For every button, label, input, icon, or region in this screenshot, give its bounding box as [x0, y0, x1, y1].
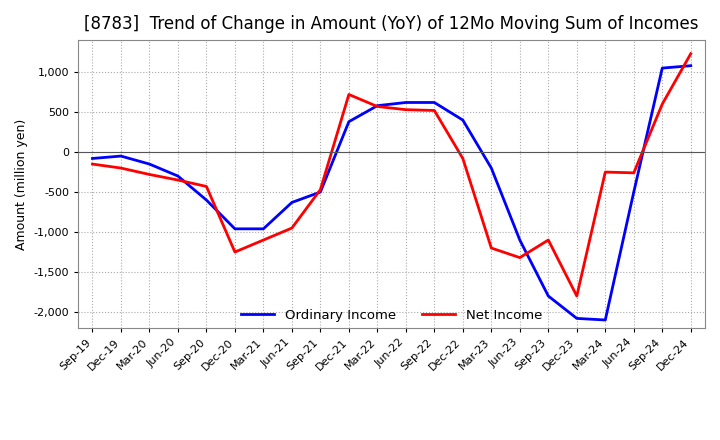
Ordinary Income [516, 238, 524, 243]
Net Income [145, 172, 154, 177]
Line: Net Income: Net Income [92, 54, 690, 296]
Ordinary Income [88, 156, 96, 161]
Net Income [117, 165, 125, 171]
Ordinary Income [402, 100, 410, 105]
Ordinary Income [686, 63, 695, 68]
Ordinary Income [316, 189, 325, 194]
Ordinary Income [658, 66, 667, 71]
Net Income [373, 104, 382, 109]
Net Income [345, 92, 354, 97]
Net Income [430, 108, 438, 113]
Net Income [459, 156, 467, 161]
Net Income [601, 169, 610, 175]
Ordinary Income [487, 165, 495, 171]
Net Income [174, 177, 182, 183]
Net Income [259, 238, 268, 243]
Ordinary Income [230, 226, 239, 231]
Net Income [658, 102, 667, 107]
Ordinary Income [601, 317, 610, 323]
Ordinary Income [202, 198, 211, 203]
Ordinary Income [430, 100, 438, 105]
Legend: Ordinary Income, Net Income: Ordinary Income, Net Income [236, 304, 547, 327]
Title: [8783]  Trend of Change in Amount (YoY) of 12Mo Moving Sum of Incomes: [8783] Trend of Change in Amount (YoY) o… [84, 15, 699, 33]
Ordinary Income [629, 189, 638, 194]
Ordinary Income [345, 119, 354, 125]
Ordinary Income [544, 293, 553, 299]
Line: Ordinary Income: Ordinary Income [92, 66, 690, 320]
Net Income [202, 184, 211, 189]
Net Income [88, 161, 96, 167]
Ordinary Income [117, 154, 125, 159]
Net Income [316, 187, 325, 192]
Net Income [230, 249, 239, 255]
Ordinary Income [287, 200, 296, 205]
Ordinary Income [459, 117, 467, 123]
Net Income [629, 170, 638, 176]
Net Income [544, 238, 553, 243]
Ordinary Income [373, 103, 382, 108]
Net Income [516, 255, 524, 260]
Ordinary Income [174, 173, 182, 179]
Ordinary Income [572, 316, 581, 321]
Net Income [686, 51, 695, 56]
Net Income [402, 107, 410, 112]
Net Income [287, 225, 296, 231]
Ordinary Income [145, 161, 154, 167]
Net Income [572, 293, 581, 299]
Y-axis label: Amount (million yen): Amount (million yen) [15, 118, 28, 249]
Ordinary Income [259, 226, 268, 231]
Net Income [487, 246, 495, 251]
